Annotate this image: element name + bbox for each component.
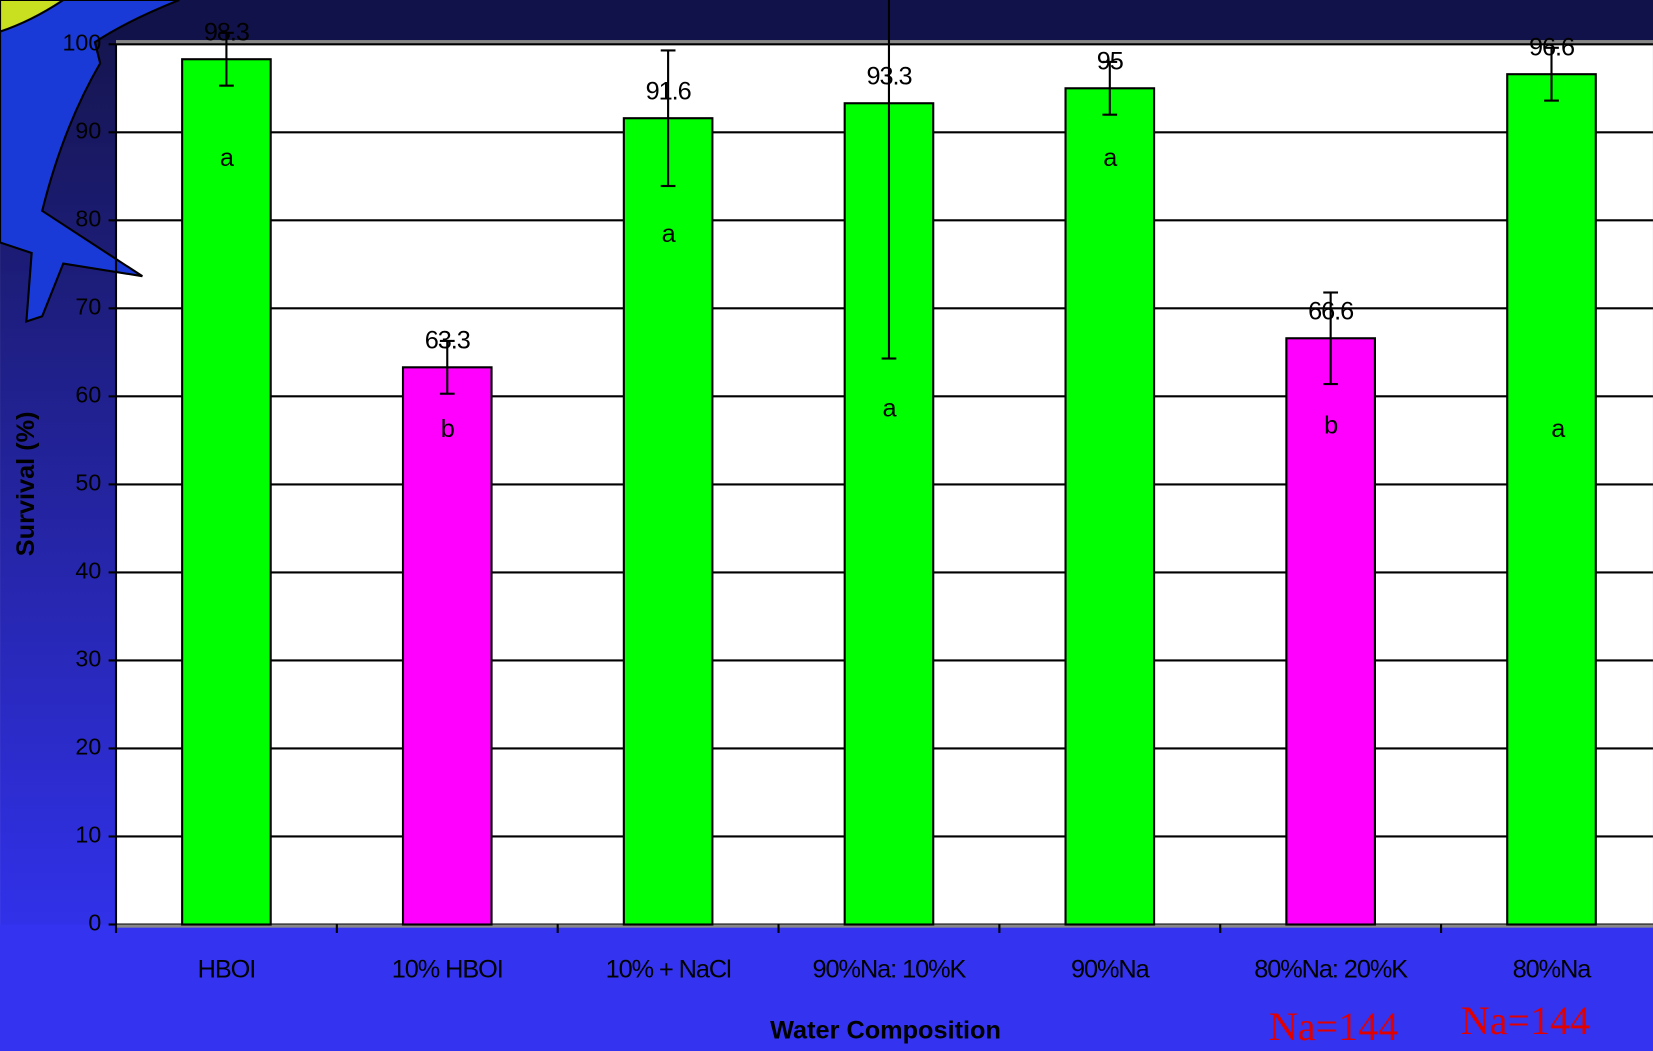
group-letter: a: [220, 144, 235, 172]
bar: [401, 366, 493, 926]
group-letter: b: [441, 415, 454, 443]
bottom-band: [0, 924, 1653, 1051]
value-label: 95: [1097, 48, 1123, 76]
x-axis-label: Water Composition: [770, 1017, 1001, 1045]
value-label: 66.6: [1308, 298, 1353, 326]
group-letter: b: [1324, 412, 1337, 440]
top-band: [0, 0, 1653, 41]
y-tick-label: 10: [75, 822, 101, 848]
annotation: Na=144: [1461, 998, 1590, 1043]
bar: [622, 117, 714, 926]
x-tick-label: 80%Na: [1513, 956, 1593, 984]
clipart-figure: [0, 0, 180, 324]
y-axis-label: Survival (%): [12, 412, 40, 557]
value-label: 96.6: [1529, 34, 1574, 62]
x-tick-label: 80%Na: 20%K: [1254, 956, 1408, 984]
group-letter: a: [1103, 144, 1118, 172]
y-tick-label: 60: [75, 381, 101, 407]
y-tick-label: 30: [75, 646, 101, 672]
y-tick-label: 80: [75, 205, 101, 231]
group-letter: a: [662, 220, 677, 248]
bar: [1506, 73, 1597, 926]
y-tick-label: 20: [75, 734, 101, 760]
y-tick-label: 40: [75, 558, 101, 584]
y-tick-label: 0: [88, 910, 101, 936]
group-letter: a: [882, 395, 897, 423]
x-tick-label: 10% + NaCl: [606, 956, 731, 984]
x-tick-label: 90%Na: 10%K: [813, 956, 967, 984]
value-label: 98.3: [204, 19, 249, 47]
y-tick-label: 70: [75, 293, 101, 319]
value-label: 93.3: [866, 63, 911, 91]
value-label: 91.6: [646, 78, 691, 106]
x-axis-border: [115, 924, 1653, 928]
y-tick-label: 50: [75, 470, 101, 496]
x-tick-label: 90%Na: [1071, 956, 1151, 984]
clipart: [0, 0, 180, 324]
x-tick-label: HBOI: [198, 956, 256, 984]
annotation: Na=144: [1269, 1004, 1398, 1049]
bar: [1285, 337, 1376, 926]
bar: [181, 58, 272, 926]
plot-top-border: [115, 40, 1653, 45]
value-label: 63.3: [425, 327, 470, 355]
y-tick-label: 90: [75, 117, 101, 143]
y-tick-label: 100: [63, 29, 102, 55]
group-letter: a: [1551, 415, 1566, 443]
clipart-hat: [0, 0, 66, 33]
bar: [1064, 87, 1156, 926]
x-tick-label: 10% HBOI: [392, 956, 503, 984]
